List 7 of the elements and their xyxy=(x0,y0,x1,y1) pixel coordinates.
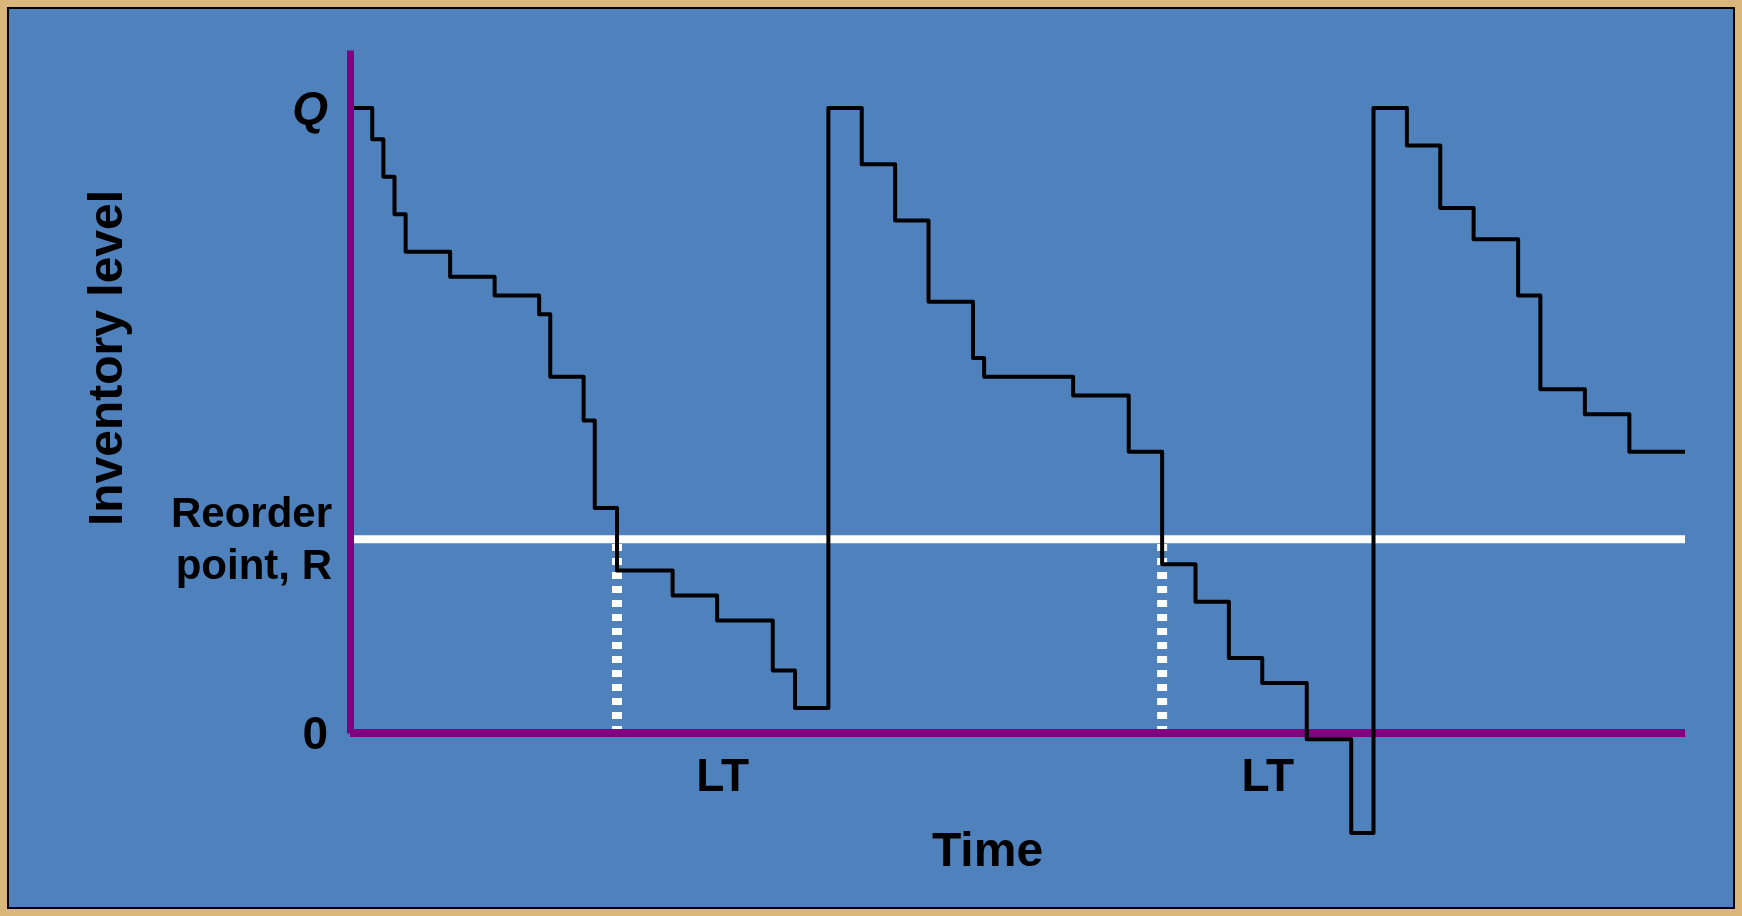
y-axis-title: Inventory level xyxy=(79,189,132,527)
annotation: LT xyxy=(1241,749,1295,802)
ref-line-label: Reorder point, R xyxy=(170,489,332,589)
x-axis-title: Time xyxy=(931,823,1044,876)
text: Q xyxy=(292,82,329,135)
annotation: LT xyxy=(696,749,750,802)
text: 0 xyxy=(302,707,328,760)
